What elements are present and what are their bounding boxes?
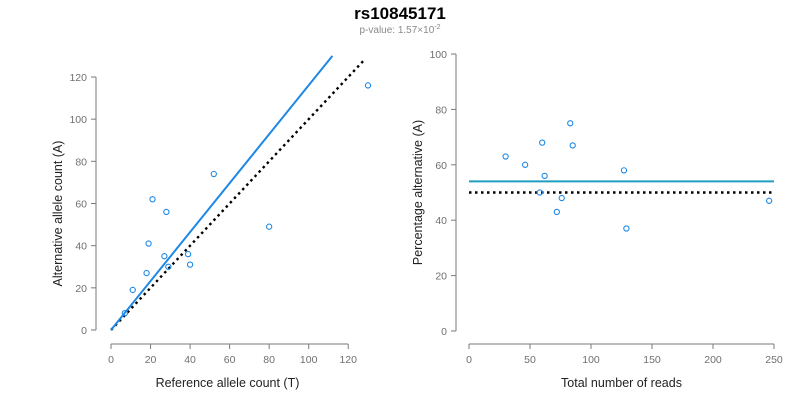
data-point	[623, 225, 630, 232]
data-point	[161, 253, 168, 260]
data-point	[569, 142, 576, 149]
x-tick-label: 0	[108, 354, 114, 366]
y-tick-label: 80	[435, 104, 447, 116]
data-point	[765, 197, 773, 204]
pvalue-subtitle: p-value: 1.57×10-2	[359, 24, 440, 36]
fit-line	[110, 55, 334, 331]
data-point	[143, 269, 150, 277]
pvalue-text: p-value: 1.57×10	[359, 25, 434, 36]
x-tick-label: 80	[263, 354, 275, 366]
left-plot-allele-counts: 0 20 40 60 80 100 120 0 20 40 60 80 100 120 Reference …	[51, 55, 372, 390]
data-point	[121, 309, 128, 317]
y-tick-label: 100	[429, 49, 447, 61]
data-point	[502, 153, 509, 160]
data-point	[567, 120, 574, 127]
x-axis-title: Total number of reads	[561, 376, 682, 390]
y-tick-label: 100	[69, 114, 87, 126]
data-point	[184, 250, 192, 258]
y-tick-label: 60	[435, 160, 447, 172]
right-plot-percentage-alternative: 0 50 100 150 200 250 0 20 40 60 80 100 Total number …	[411, 49, 783, 390]
pvalue-exponent: -2	[434, 24, 440, 31]
x-tick-label: 100	[582, 354, 600, 366]
y-tick-label: 0	[441, 326, 447, 338]
y-axis-title: Percentage alternative (A)	[411, 120, 425, 265]
y-axis-title: Alternative allele count (A)	[51, 141, 65, 287]
x-tick-label: 150	[643, 354, 661, 366]
y-tick-label: 40	[435, 215, 447, 227]
data-point	[553, 208, 560, 216]
y-tick-label: 40	[75, 241, 87, 253]
x-tick-label: 50	[524, 354, 536, 366]
data-point	[521, 161, 529, 168]
y-tick-label: 80	[75, 156, 87, 168]
data-point	[210, 170, 217, 178]
data-point	[558, 194, 565, 202]
data-point	[129, 286, 136, 294]
data-point	[364, 82, 372, 89]
y-tick-label: 60	[75, 199, 87, 211]
reference-line-dotted	[110, 59, 365, 331]
x-tick-label: 60	[224, 354, 236, 366]
y-tick-label: 0	[81, 325, 87, 337]
y-tick-label: 20	[435, 271, 447, 283]
x-tick-label: 200	[704, 354, 722, 366]
x-tick-label: 250	[765, 354, 783, 366]
data-point	[539, 139, 546, 146]
x-tick-label: 120	[339, 354, 357, 366]
data-point	[541, 172, 548, 180]
x-tick-label: 40	[184, 354, 196, 366]
y-tick-label: 120	[69, 72, 87, 84]
x-tick-label: 0	[466, 354, 472, 366]
x-axis-title: Reference allele count (T)	[156, 376, 300, 390]
y-tick-label: 20	[75, 283, 87, 295]
x-tick-label: 20	[145, 354, 157, 366]
data-point	[620, 167, 628, 174]
data-point	[163, 208, 170, 216]
data-point	[186, 261, 194, 268]
data-point	[266, 223, 273, 230]
chart-title: rs10845171	[354, 4, 446, 23]
data-point	[145, 240, 152, 247]
data-point	[149, 196, 156, 203]
x-tick-label: 100	[300, 354, 318, 366]
data-point	[536, 189, 543, 196]
data-point	[165, 263, 172, 270]
